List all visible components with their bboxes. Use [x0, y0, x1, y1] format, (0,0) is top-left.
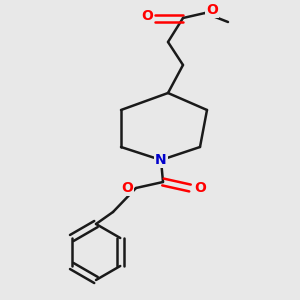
Text: O: O — [194, 181, 206, 195]
Text: N: N — [155, 153, 167, 167]
Text: O: O — [206, 3, 218, 17]
Text: O: O — [141, 9, 153, 23]
Text: O: O — [121, 181, 133, 195]
